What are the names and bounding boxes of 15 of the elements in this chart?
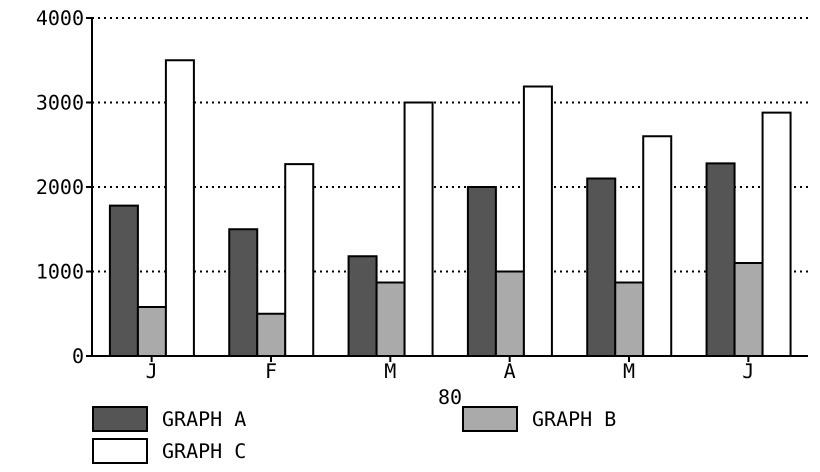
x-tick-label: J bbox=[146, 359, 158, 384]
x-tick-label: J bbox=[742, 359, 754, 384]
x-tick-label: F bbox=[264, 359, 278, 384]
y-tick-label: 2000 bbox=[36, 175, 84, 200]
legend-label: GRAPH A bbox=[162, 407, 246, 431]
y-tick-label: 4000 bbox=[36, 6, 84, 30]
y-tick-label: 1000 bbox=[36, 260, 84, 284]
x-tick-label: M bbox=[384, 359, 396, 384]
y-tick-label: 0 bbox=[72, 344, 84, 368]
legend-label: GRAPH B bbox=[532, 407, 616, 431]
x-axis-title: 80 bbox=[438, 385, 462, 409]
x-tick-label: A bbox=[504, 359, 516, 384]
y-tick-label: 3000 bbox=[36, 90, 84, 115]
legend-label: GRAPH C bbox=[162, 439, 246, 463]
x-tick-label: M bbox=[622, 359, 636, 384]
